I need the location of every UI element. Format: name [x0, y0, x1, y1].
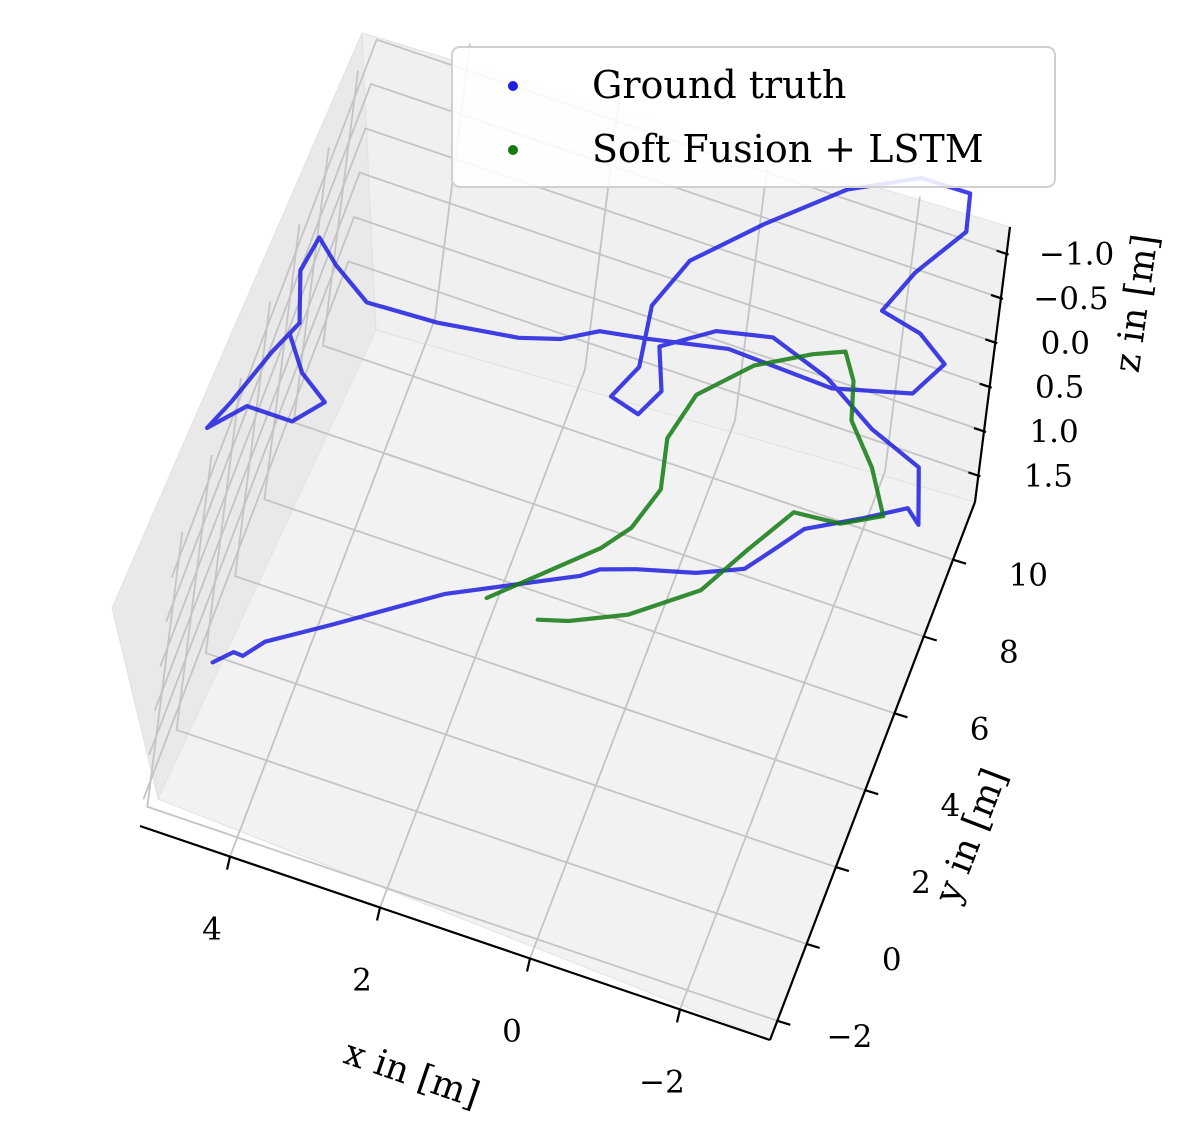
grid-line-z [142, 260, 979, 800]
z-axis-line [973, 226, 1012, 503]
trajectory-series [205, 175, 973, 665]
grid-line-x [529, 145, 771, 959]
y-tick-label: 2 [911, 865, 931, 901]
legend: Ground truth Soft Fusion + LSTM [451, 46, 1056, 188]
z-axis-title: z in [m] [1107, 232, 1167, 375]
y-tick [923, 635, 938, 642]
axis-ticks: 4 2 0 −2 −2 0 2 4 6 8 10 −1.0 −0.5 0.0 0.5 1.0 1.5 [202, 237, 1114, 1101]
y-tick [776, 1019, 791, 1026]
y-tick [952, 558, 967, 565]
z-tick [984, 338, 998, 345]
z-tick-label: 0.0 [1041, 325, 1090, 361]
legend-frame [451, 46, 1056, 188]
series-line-1 [484, 349, 886, 624]
z-tick-label: −1.0 [1039, 237, 1114, 273]
x-tick [525, 958, 532, 972]
x-tick-label: 4 [202, 912, 222, 948]
y-tick [864, 789, 879, 796]
grid-line-y [146, 531, 778, 1022]
z-tick [968, 471, 981, 478]
grid-line-z [159, 127, 996, 667]
grid-line-y [204, 377, 837, 868]
grid-line-y [263, 224, 895, 715]
grid-line-y [322, 70, 954, 561]
y-tick [835, 866, 850, 873]
grid-line-z [153, 171, 990, 711]
y-tick [806, 942, 820, 949]
x-tick-label: −2 [639, 1064, 685, 1100]
legend-marker-ground-truth [508, 81, 518, 91]
z-tick-label: −0.5 [1033, 281, 1108, 317]
x-tick [375, 907, 382, 921]
y-tick [894, 712, 908, 719]
x-axis-line [139, 824, 771, 1042]
z-tick [973, 426, 987, 434]
legend-label-ground-truth: Ground truth [592, 63, 846, 107]
y-tick-label: 10 [1009, 558, 1048, 594]
z-tick [996, 249, 1009, 256]
legend-marker-soft-fusion-lstm [508, 145, 518, 155]
y-axis-title: y in [m] [927, 763, 1016, 909]
y-tick-label: 0 [882, 942, 902, 978]
x-axis-title: x in [m] [339, 1032, 485, 1116]
z-tick-label: 0.5 [1035, 370, 1084, 406]
y-tick-label: 6 [970, 711, 990, 747]
x-tick-label: 0 [502, 1013, 522, 1049]
z-tick-label: 1.0 [1029, 414, 1078, 450]
x-tick [225, 856, 232, 870]
grid-line-y [234, 301, 866, 792]
y-tick-label: 4 [940, 788, 960, 824]
grid-line-x [679, 196, 921, 1010]
y-tick-label: −2 [827, 1019, 873, 1055]
grid-line-y [175, 454, 807, 945]
y-axis-line [768, 501, 977, 1041]
x-tick [675, 1009, 682, 1023]
z-tick [990, 293, 1004, 301]
x-tick-label: 2 [352, 963, 372, 999]
y-tick-label: 8 [999, 635, 1019, 671]
legend-label-soft-fusion-lstm: Soft Fusion + LSTM [592, 127, 984, 171]
grid-line-z [165, 82, 1002, 623]
z-tick-label: 1.5 [1024, 458, 1073, 494]
z-tick [979, 382, 993, 389]
